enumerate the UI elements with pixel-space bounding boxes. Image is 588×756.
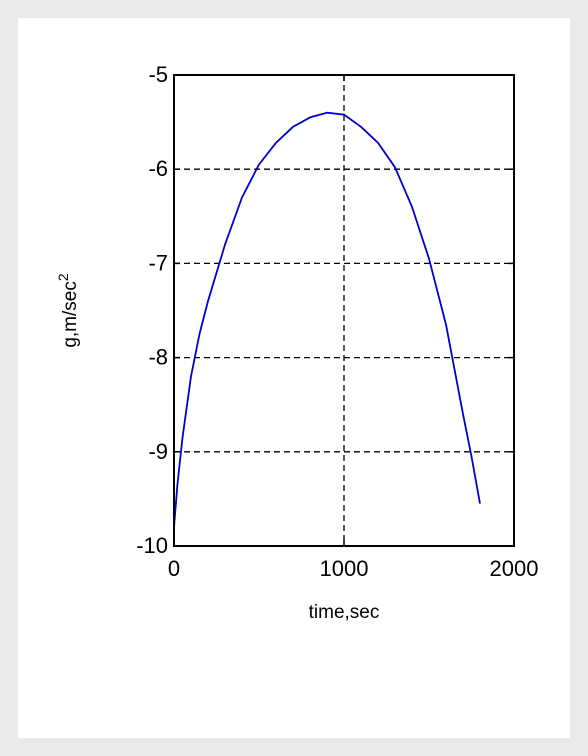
xtick-label: 2000 <box>490 556 539 581</box>
y-tick-labels: -10 -9 -8 -7 -6 -5 <box>136 62 168 558</box>
chart-frame: 0 1000 2000 -10 -9 -8 -7 -6 -5 time,sec g,m/sec… <box>18 18 570 738</box>
y-axis-label: g,m/sec2 <box>55 273 81 348</box>
ytick-label: -7 <box>148 250 168 275</box>
grid-lines <box>174 75 514 546</box>
y-axis-label-superscript: 2 <box>55 273 71 281</box>
series-line-group <box>173 111 481 528</box>
line-chart: 0 1000 2000 -10 -9 -8 -7 -6 -5 time,sec g,m/sec… <box>55 62 539 623</box>
tick-marks <box>173 74 515 547</box>
series-line-0 <box>173 111 481 528</box>
ytick-label: -9 <box>148 439 168 464</box>
ytick-label: -6 <box>148 156 168 181</box>
ytick-label: -10 <box>136 533 168 558</box>
xtick-label: 1000 <box>320 556 369 581</box>
y-axis-label-main: g,m/sec <box>60 281 81 348</box>
ytick-label: -5 <box>148 62 168 87</box>
x-axis-label: time,sec <box>309 602 380 623</box>
x-tick-labels: 0 1000 2000 <box>168 556 539 581</box>
ytick-label: -8 <box>148 345 168 370</box>
xtick-label: 0 <box>168 556 180 581</box>
